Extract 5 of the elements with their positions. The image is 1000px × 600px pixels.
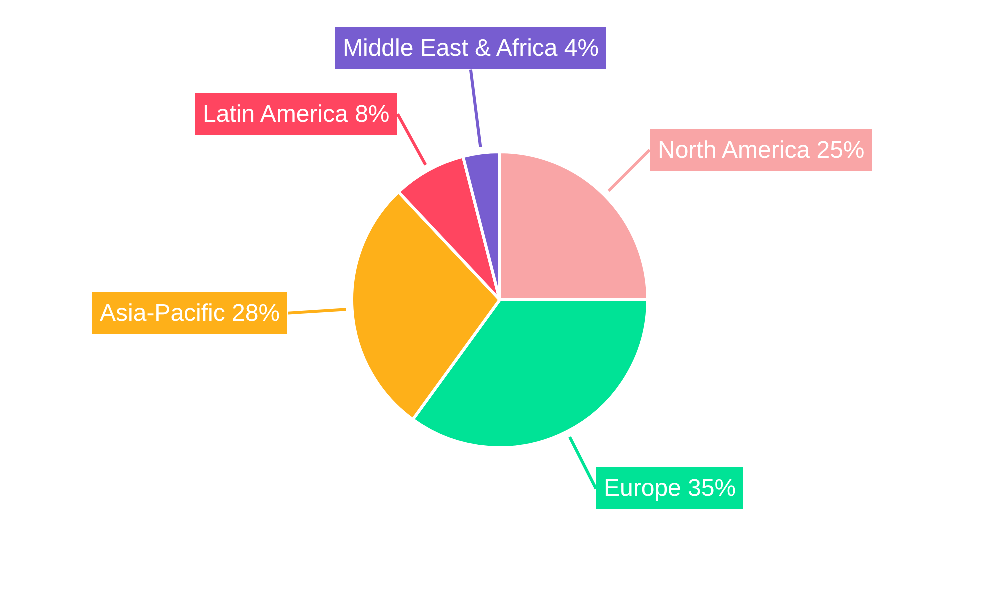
slice-label: Latin America 8% <box>203 101 390 128</box>
slice-label: Asia-Pacific 28% <box>100 300 280 327</box>
slice-label: Middle East & Africa 4% <box>343 35 600 62</box>
slice-label: North America 25% <box>658 137 865 164</box>
slice-label: Europe 35% <box>604 475 736 502</box>
